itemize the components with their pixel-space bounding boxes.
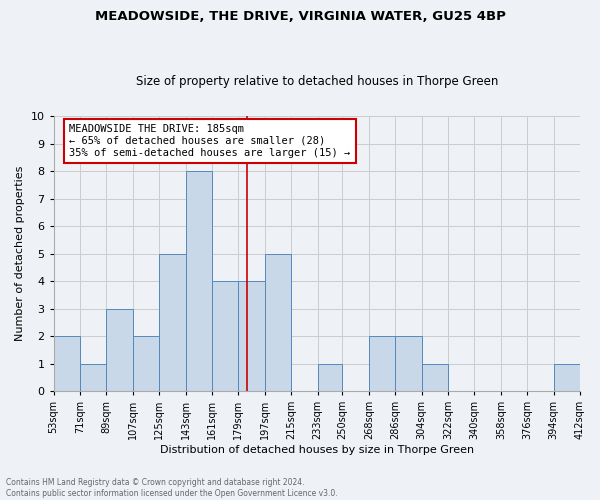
- Bar: [80, 364, 106, 391]
- Text: MEADOWSIDE, THE DRIVE, VIRGINIA WATER, GU25 4BP: MEADOWSIDE, THE DRIVE, VIRGINIA WATER, G…: [95, 10, 505, 23]
- Text: MEADOWSIDE THE DRIVE: 185sqm
← 65% of detached houses are smaller (28)
35% of se: MEADOWSIDE THE DRIVE: 185sqm ← 65% of de…: [70, 124, 350, 158]
- Bar: [317, 364, 343, 391]
- Bar: [53, 336, 80, 391]
- Bar: [395, 336, 422, 391]
- Bar: [265, 254, 291, 391]
- Bar: [133, 336, 159, 391]
- Bar: [238, 281, 265, 391]
- Bar: [106, 308, 133, 391]
- Bar: [159, 254, 185, 391]
- Title: Size of property relative to detached houses in Thorpe Green: Size of property relative to detached ho…: [136, 76, 498, 88]
- Bar: [422, 364, 448, 391]
- X-axis label: Distribution of detached houses by size in Thorpe Green: Distribution of detached houses by size …: [160, 445, 474, 455]
- Bar: [185, 171, 212, 391]
- Bar: [369, 336, 395, 391]
- Bar: [554, 364, 580, 391]
- Text: Contains HM Land Registry data © Crown copyright and database right 2024.
Contai: Contains HM Land Registry data © Crown c…: [6, 478, 338, 498]
- Y-axis label: Number of detached properties: Number of detached properties: [15, 166, 25, 341]
- Bar: [212, 281, 238, 391]
